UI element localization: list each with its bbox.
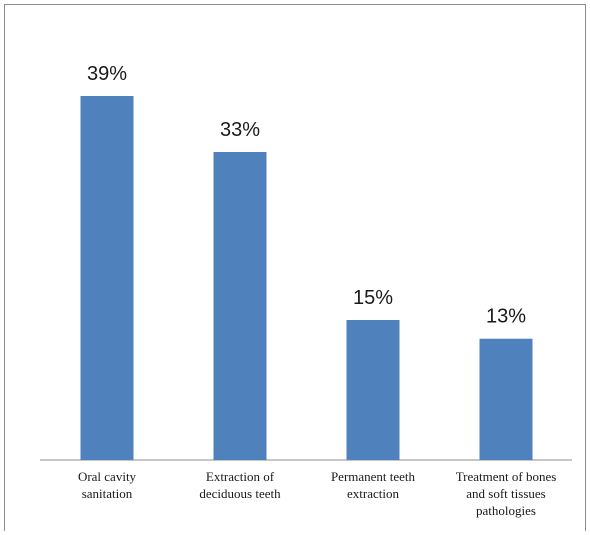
bar-3	[346, 320, 400, 460]
x-tick-label-line: Treatment of bones	[456, 469, 557, 484]
x-tick-labels-group: Oral cavity sanitation Extraction of decidu…	[78, 469, 556, 518]
x-tick-label-4: Treatment of bones and soft tissues pathol…	[456, 469, 557, 518]
x-tick-label-line: pathologies	[476, 503, 536, 518]
x-tick-label-line: Permanent teeth	[331, 469, 416, 484]
chart-frame	[4, 4, 586, 531]
bars-group	[80, 96, 533, 460]
value-label-2: 33%	[220, 119, 260, 141]
x-tick-label-3: Permanent teeth extraction	[331, 469, 416, 501]
x-tick-label-2: Extraction of deciduous teeth	[199, 469, 281, 501]
x-tick-label-line: sanitation	[82, 486, 133, 501]
value-labels-group: 39% 33% 15% 13%	[87, 63, 526, 328]
x-tick-label-line: deciduous teeth	[199, 486, 281, 501]
value-label-1: 39%	[87, 63, 127, 85]
x-tick-label-line: extraction	[347, 486, 399, 501]
x-tick-label-line: Extraction of	[206, 469, 275, 484]
x-tick-label-line: Oral cavity	[78, 469, 137, 484]
bar-4	[479, 338, 533, 460]
x-tick-label-line: and soft tissues	[466, 486, 545, 501]
bar-2	[213, 152, 267, 460]
bar-1	[80, 96, 134, 460]
value-label-4: 13%	[486, 306, 526, 328]
value-label-3: 15%	[353, 287, 393, 309]
x-tick-label-1: Oral cavity sanitation	[78, 469, 137, 501]
